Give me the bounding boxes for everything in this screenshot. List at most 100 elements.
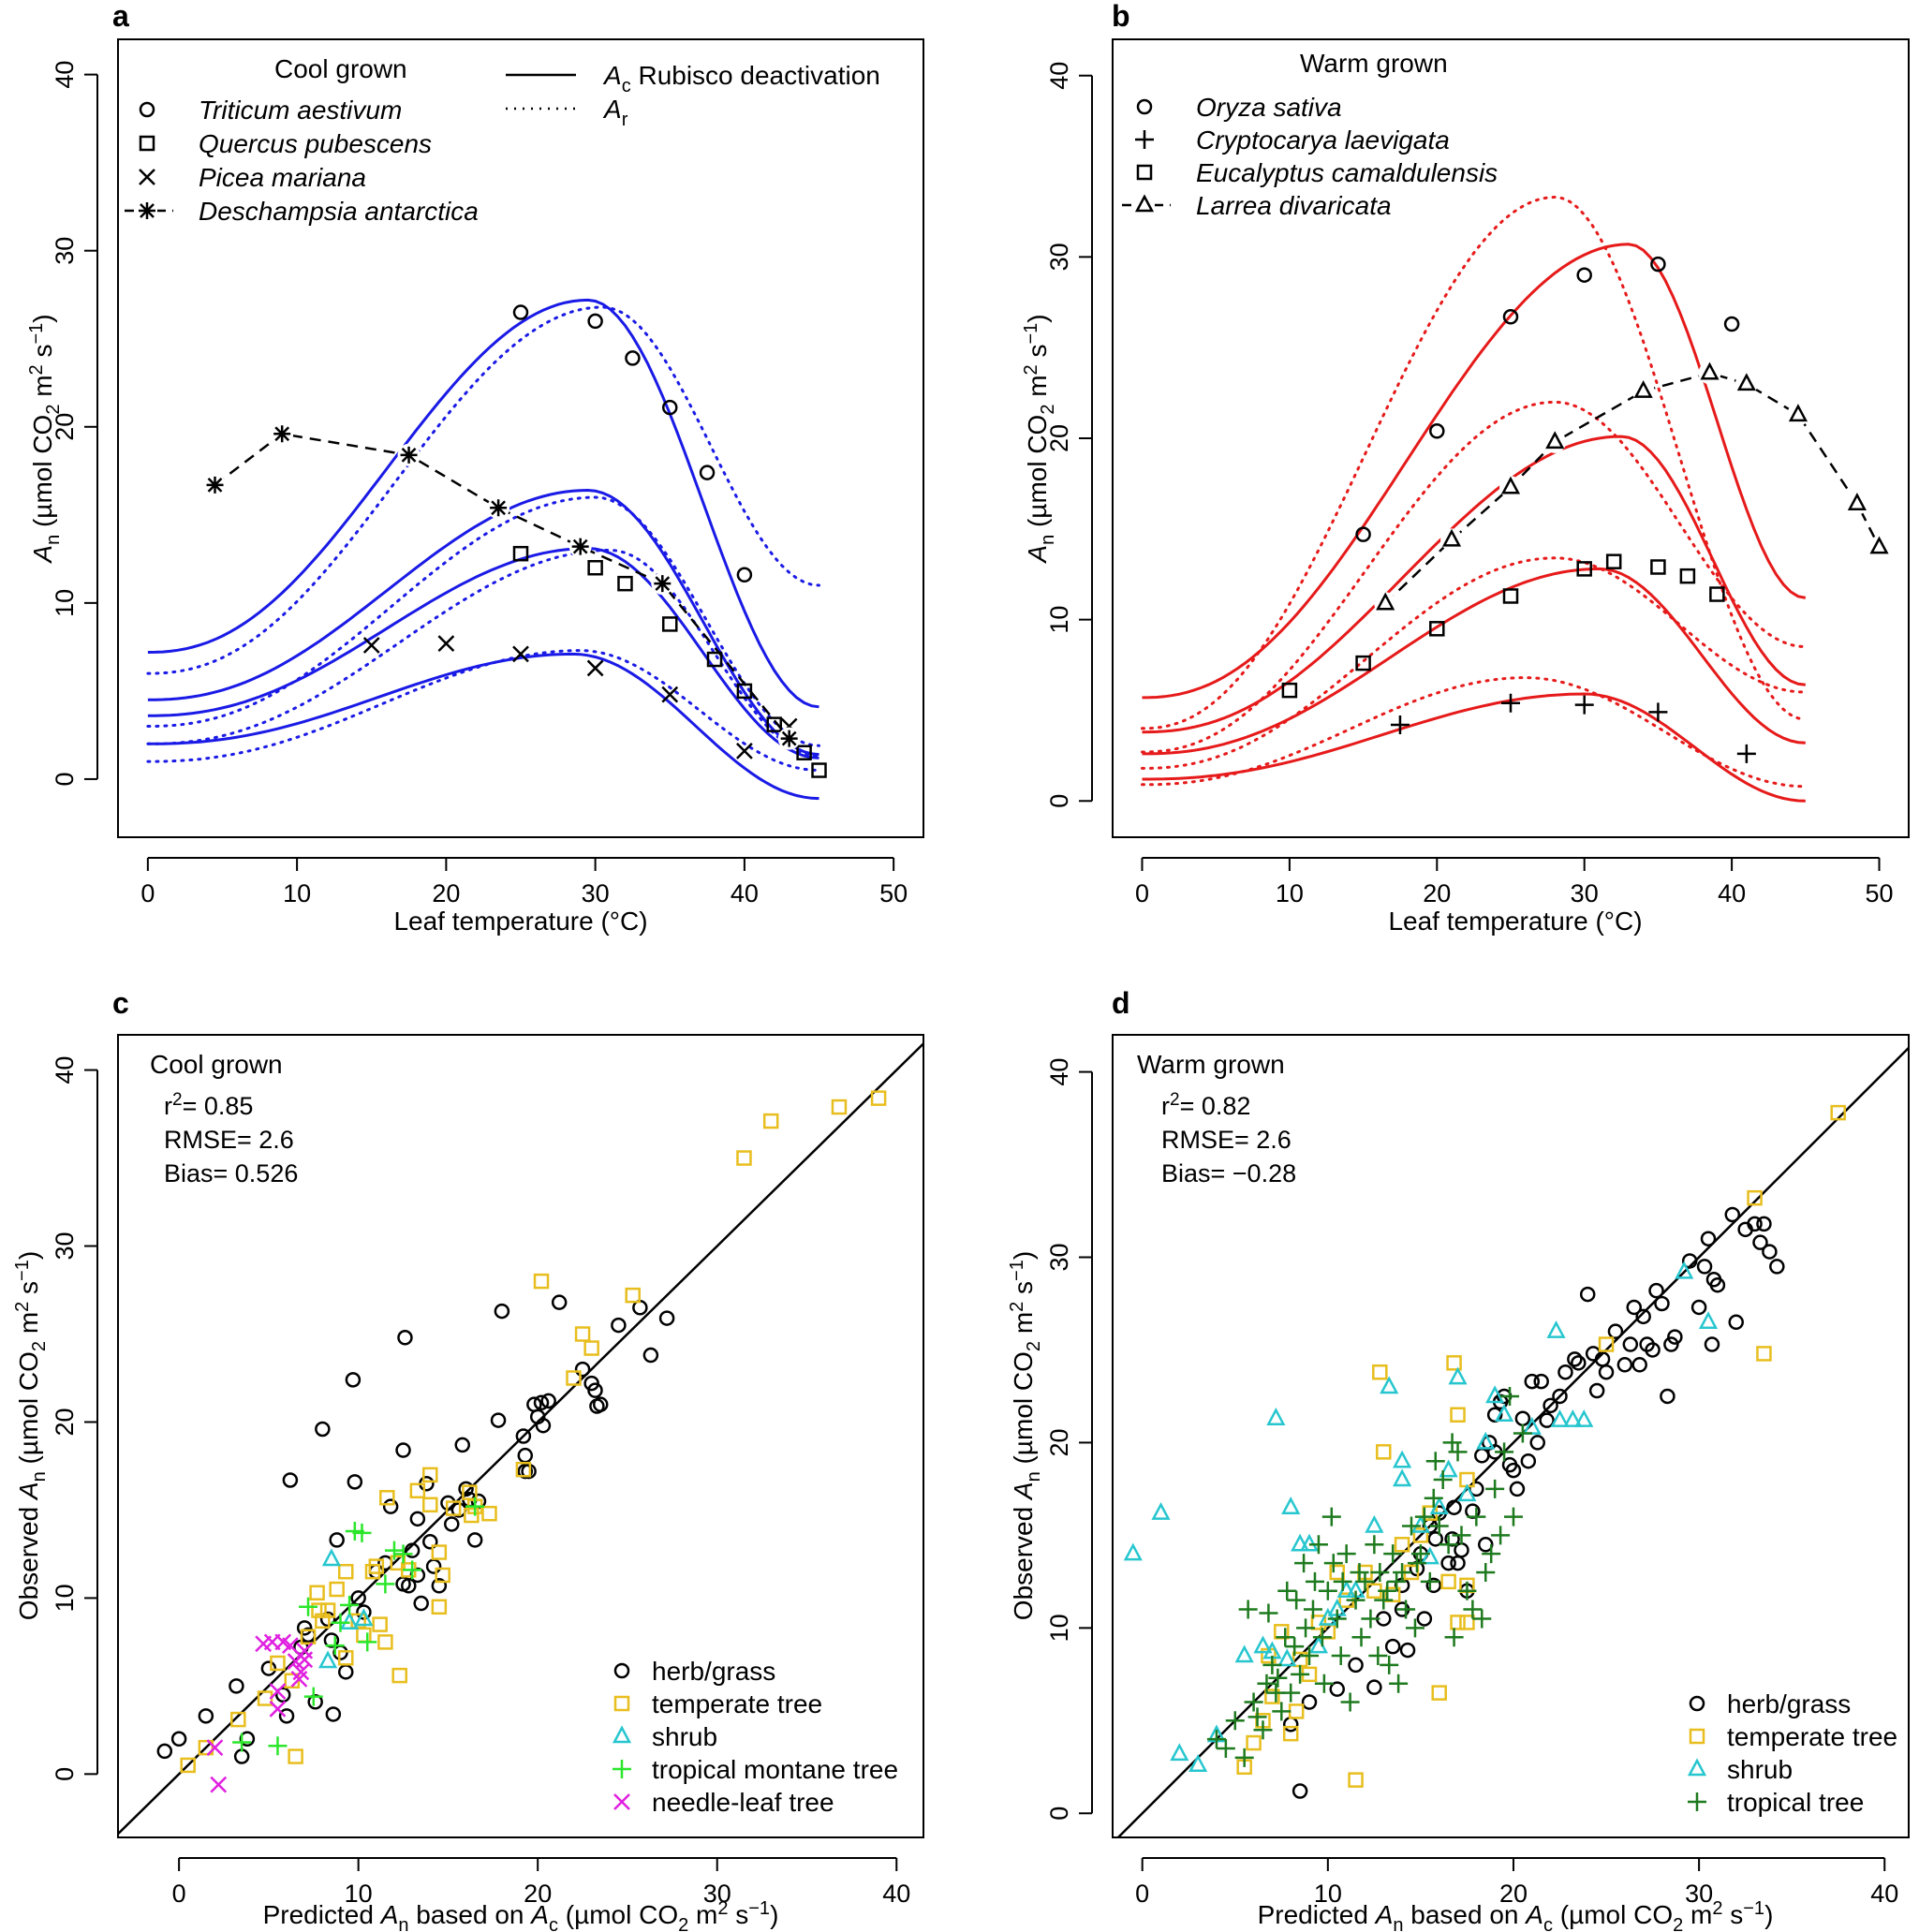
data-point (736, 1150, 752, 1166)
data-point (1405, 1618, 1424, 1638)
data-point (831, 1099, 848, 1115)
legend-marker-circle (139, 101, 155, 118)
model-curve-dotted (146, 649, 820, 772)
data-point (1420, 1571, 1439, 1591)
legend-species-name: Triticum aestivum (199, 96, 402, 125)
data-point (422, 1467, 438, 1483)
panel-d-xlabel: Predicted An based on Ac (µmol CO2 m2 s−… (1258, 1898, 1774, 1932)
legend-marker-cross (613, 1793, 630, 1810)
data-point (1348, 1772, 1364, 1788)
data-point (1282, 1725, 1299, 1742)
data-point (1294, 1554, 1314, 1573)
observation-point (586, 659, 604, 677)
data-point (1769, 1259, 1785, 1275)
data-point (1645, 1342, 1661, 1358)
data-point (762, 1113, 779, 1129)
x-tick-label: 40 (882, 1880, 910, 1908)
data-point (338, 1650, 354, 1666)
observation-point (736, 567, 753, 583)
legend-species-name: Eucalyptus camaldulensis (1196, 158, 1498, 187)
data-point (1368, 1646, 1388, 1666)
y-tick-label: 40 (1045, 1058, 1073, 1086)
data-point (440, 1495, 456, 1512)
x-tick-label: 20 (1423, 879, 1451, 907)
data-point (1277, 1648, 1297, 1667)
data-point (1472, 1609, 1492, 1629)
data-point (1361, 1609, 1380, 1629)
data-point (1476, 1562, 1496, 1582)
data-point (1234, 1644, 1254, 1663)
observation-point (1390, 715, 1410, 734)
data-point (1296, 1618, 1316, 1638)
x-tick-label: 50 (1865, 879, 1893, 907)
legend-marker-triangle (612, 1725, 632, 1744)
data-point (1151, 1501, 1171, 1520)
observation-dashed-line (214, 432, 790, 740)
observation-point (1501, 693, 1520, 713)
data-point (1546, 1320, 1566, 1338)
model-curve-solid (147, 298, 819, 709)
data-point (870, 1090, 887, 1106)
data-point (1425, 1577, 1442, 1594)
data-point (1384, 1638, 1401, 1655)
data-point (282, 1472, 299, 1488)
data-point (198, 1708, 214, 1724)
data-point (515, 1428, 532, 1444)
x-tick-label: 0 (140, 879, 155, 907)
model-curve-dotted (146, 305, 820, 675)
observation-point (1576, 561, 1592, 577)
panel-c-ylabel: Observed An (µmol CO2 m2 s−1) (12, 1251, 50, 1620)
data-point (1282, 1717, 1299, 1733)
panel-a-group-title: Cool grown (274, 54, 407, 83)
data-point (1494, 1404, 1514, 1422)
one-to-one-line (1117, 1046, 1910, 1838)
model-curve-dotted (146, 548, 820, 758)
x-tick-label: 10 (1276, 879, 1304, 907)
data-point (269, 1683, 287, 1700)
one-to-one-line (117, 1042, 924, 1836)
data-point (315, 1421, 331, 1438)
data-point (466, 1532, 483, 1548)
observation-point (662, 399, 678, 416)
observation-point (1736, 373, 1756, 391)
data-point (397, 1330, 413, 1346)
data-point (354, 1608, 374, 1627)
data-point (1485, 1385, 1505, 1404)
y-tick-label: 30 (51, 1232, 79, 1261)
data-point (1491, 1526, 1511, 1545)
y-tick-label: 20 (1045, 1428, 1073, 1456)
data-point (206, 1739, 224, 1757)
data-point (409, 1482, 426, 1499)
data-point (1407, 1554, 1426, 1573)
y-tick-label: 0 (1045, 1807, 1073, 1821)
y-tick-label: 30 (1045, 1243, 1073, 1271)
x-tick-label: 30 (703, 1880, 731, 1908)
data-point (1431, 1685, 1447, 1701)
data-point (1452, 1526, 1471, 1545)
y-tick-label: 10 (51, 589, 79, 617)
observation-point (512, 304, 529, 320)
data-point (521, 1463, 537, 1480)
data-point (1323, 1554, 1343, 1573)
data-point (1372, 1364, 1388, 1380)
model-curve-dotted (1141, 400, 1808, 754)
data-point (1663, 1336, 1679, 1352)
data-point (1234, 1748, 1254, 1767)
observation-point (1650, 256, 1666, 273)
data-point (393, 1544, 413, 1564)
data-point (401, 1577, 417, 1594)
data-point (566, 1370, 582, 1386)
data-point (458, 1481, 474, 1497)
data-point (372, 1616, 388, 1632)
data-point (1264, 1689, 1280, 1704)
data-point (1724, 1206, 1741, 1223)
panel-d-bias: Bias= −0.28 (1161, 1159, 1296, 1187)
panel-c-xlabel: Predicted An based on Ac (µmol CO2 m2 s−… (263, 1898, 779, 1932)
data-point (299, 1597, 318, 1616)
data-point (1446, 1499, 1462, 1515)
data-point (368, 1558, 385, 1574)
data-point (260, 1660, 277, 1676)
data-point (1509, 1481, 1526, 1497)
data-point (1123, 1542, 1143, 1561)
data-point (1288, 1703, 1305, 1719)
